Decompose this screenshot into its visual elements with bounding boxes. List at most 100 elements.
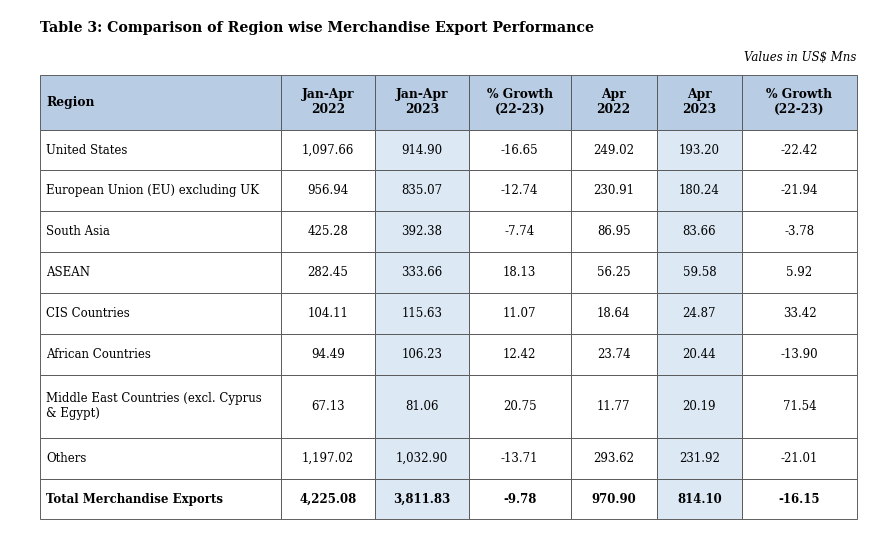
Bar [40,478,281,519]
Bar [469,334,571,375]
Bar [281,375,374,438]
Text: 914.90: 914.90 [401,144,442,157]
Bar [657,171,743,211]
Text: 71.54: 71.54 [782,400,816,413]
Text: 59.58: 59.58 [682,266,716,279]
Bar [469,478,571,519]
Text: 104.11: 104.11 [307,307,348,320]
Text: -13.71: -13.71 [501,452,538,465]
Bar [469,130,571,171]
Bar [743,478,857,519]
Text: -7.74: -7.74 [504,225,535,238]
Bar [281,252,374,293]
Bar [374,478,469,519]
Text: 970.90: 970.90 [591,492,636,505]
Bar [374,334,469,375]
Text: CIS Countries: CIS Countries [46,307,130,320]
Text: -3.78: -3.78 [784,225,814,238]
Bar [571,75,657,130]
Text: Apr
2023: Apr 2023 [682,88,717,116]
Text: -13.90: -13.90 [781,348,819,361]
Text: 18.13: 18.13 [503,266,536,279]
Bar [657,211,743,252]
Text: 20.19: 20.19 [682,400,716,413]
Text: Apr
2022: Apr 2022 [596,88,631,116]
Text: 81.06: 81.06 [405,400,438,413]
Text: African Countries: African Countries [46,348,151,361]
Bar [571,130,657,171]
Bar [469,252,571,293]
Text: Table 3: Comparison of Region wise Merchandise Export Performance: Table 3: Comparison of Region wise Merch… [40,21,594,35]
Text: 94.49: 94.49 [311,348,344,361]
Text: Values in US$ Mns: Values in US$ Mns [744,51,857,64]
Bar [743,293,857,334]
Bar [657,375,743,438]
Bar [743,375,857,438]
Text: 24.87: 24.87 [682,307,716,320]
Text: South Asia: South Asia [46,225,110,238]
Bar [469,171,571,211]
Bar [743,334,857,375]
Bar [571,334,657,375]
Text: 20.75: 20.75 [503,400,536,413]
Bar [743,211,857,252]
Bar [40,438,281,478]
Text: 956.94: 956.94 [307,184,349,197]
Bar [571,478,657,519]
Bar [40,334,281,375]
Text: -21.94: -21.94 [781,184,819,197]
Bar [743,438,857,478]
Bar [571,171,657,211]
Bar [657,334,743,375]
Bar [571,438,657,478]
Text: 11.77: 11.77 [596,400,630,413]
Bar [743,75,857,130]
Bar [281,438,374,478]
Text: ASEAN: ASEAN [46,266,90,279]
Bar [657,478,743,519]
Bar [469,375,571,438]
Text: 333.66: 333.66 [401,266,442,279]
Bar [657,130,743,171]
Text: 83.66: 83.66 [682,225,716,238]
Bar [571,252,657,293]
Text: -12.74: -12.74 [501,184,538,197]
Bar [281,478,374,519]
Text: 56.25: 56.25 [596,266,630,279]
Bar [281,211,374,252]
Bar [374,293,469,334]
Bar [40,75,281,130]
Text: 1,097.66: 1,097.66 [302,144,354,157]
Bar [657,75,743,130]
Bar [40,293,281,334]
Text: -22.42: -22.42 [781,144,819,157]
Bar [374,252,469,293]
Text: United States: United States [46,144,127,157]
Text: 835.07: 835.07 [401,184,442,197]
Text: European Union (EU) excluding UK: European Union (EU) excluding UK [46,184,259,197]
Text: 230.91: 230.91 [593,184,635,197]
Bar [571,293,657,334]
Text: 67.13: 67.13 [311,400,344,413]
Bar [281,75,374,130]
Text: Jan-Apr
2022: Jan-Apr 2022 [302,88,354,116]
Text: 180.24: 180.24 [679,184,720,197]
Bar [571,211,657,252]
Bar [281,130,374,171]
Text: 12.42: 12.42 [503,348,536,361]
Text: 249.02: 249.02 [593,144,635,157]
Bar [571,375,657,438]
Text: -21.01: -21.01 [781,452,819,465]
Bar [657,293,743,334]
Bar [281,334,374,375]
Text: 106.23: 106.23 [401,348,442,361]
Bar [40,211,281,252]
Bar [657,438,743,478]
Text: 11.07: 11.07 [503,307,536,320]
Text: % Growth
(22-23): % Growth (22-23) [766,88,833,116]
Text: -16.65: -16.65 [501,144,539,157]
Text: 20.44: 20.44 [682,348,716,361]
Bar [374,211,469,252]
Bar [469,293,571,334]
Bar [40,171,281,211]
